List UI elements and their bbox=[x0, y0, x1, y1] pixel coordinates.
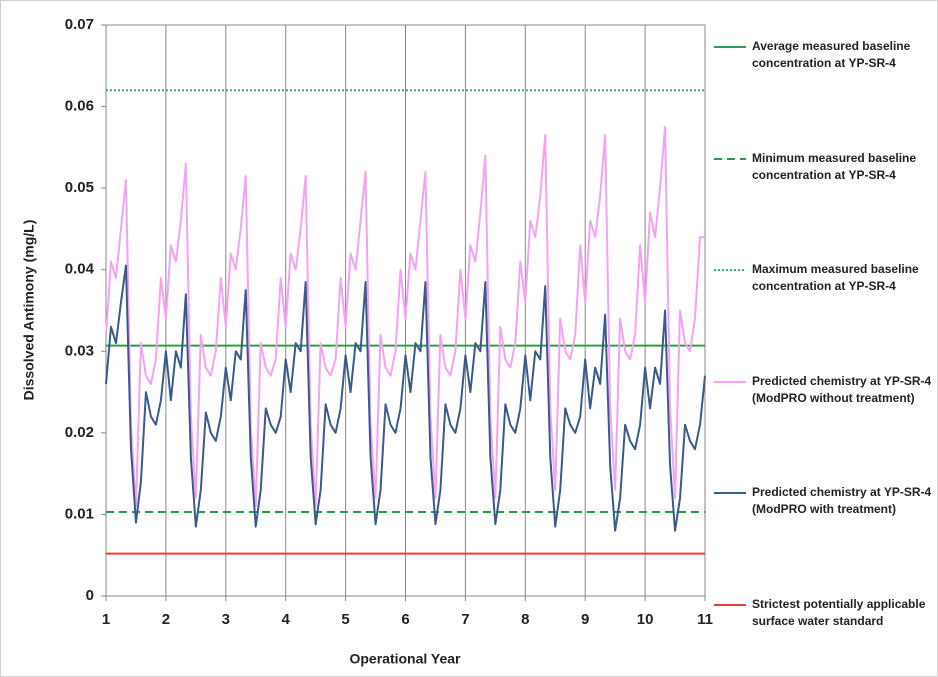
y-tick-label: 0.01 bbox=[65, 505, 94, 522]
legend-swatch bbox=[714, 46, 746, 48]
y-tick-label: 0.05 bbox=[65, 179, 94, 196]
legend-label: Maximum measured baseline concentration … bbox=[752, 262, 919, 293]
x-tick-label: 7 bbox=[461, 611, 469, 628]
y-tick-label: 0.06 bbox=[65, 98, 94, 115]
x-axis-title: Operational Year bbox=[349, 651, 461, 667]
x-tick-label: 2 bbox=[162, 611, 170, 628]
legend-swatch bbox=[714, 380, 746, 383]
y-tick-label: 0.02 bbox=[65, 424, 94, 441]
legend-swatch bbox=[714, 269, 746, 271]
y-tick-label: 0.07 bbox=[65, 16, 94, 33]
y-tick-label: 0.04 bbox=[65, 261, 95, 278]
data-line bbox=[105, 125, 705, 508]
legend-label: Minimum measured baseline concentration … bbox=[752, 150, 917, 182]
y-tick-label: 0 bbox=[86, 587, 94, 604]
x-tick-label: 10 bbox=[637, 611, 654, 628]
legend-label: Strictest potentially applicable surface… bbox=[752, 596, 926, 628]
x-tick-label: 4 bbox=[282, 611, 291, 628]
x-tick-label: 8 bbox=[521, 611, 529, 628]
legend-label: Average measured baseline concentration … bbox=[752, 39, 911, 70]
x-tick-label: 5 bbox=[341, 611, 349, 628]
y-tick-label: 0.03 bbox=[65, 342, 94, 359]
x-tick-label: 6 bbox=[401, 611, 409, 628]
x-tick-label: 1 bbox=[102, 611, 110, 628]
x-tick-label: 9 bbox=[581, 611, 589, 628]
legend-swatch bbox=[714, 603, 746, 606]
legend-label: Predicted chemistry at YP-SR-4 (ModPRO w… bbox=[752, 373, 932, 405]
legend-label: Predicted chemistry at YP-SR-4 (ModPRO w… bbox=[752, 485, 932, 516]
x-tick-label: 11 bbox=[697, 611, 713, 628]
data-line bbox=[105, 264, 706, 532]
legend-swatch bbox=[714, 157, 746, 160]
y-axis-title: Dissolved Antimony (mg/L) bbox=[21, 220, 37, 401]
x-tick-label: 3 bbox=[222, 611, 230, 628]
legend-swatch bbox=[714, 492, 746, 494]
